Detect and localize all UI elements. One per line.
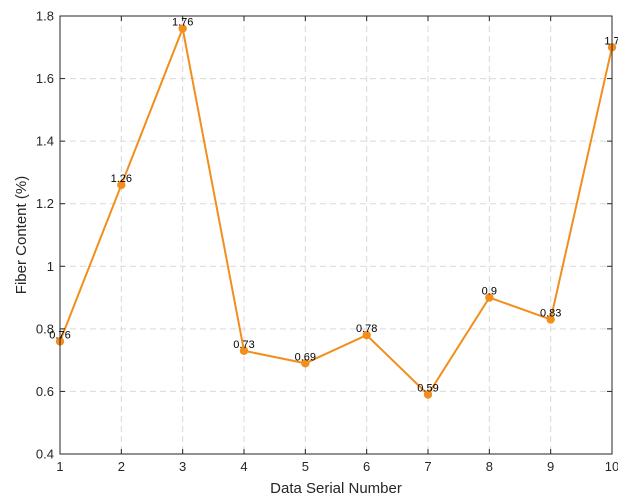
data-point (178, 24, 187, 33)
data-label: 0.83 (540, 307, 561, 319)
data-point (117, 180, 126, 190)
x-tick-label: 4 (240, 459, 247, 474)
x-tick-label: 10 (605, 459, 618, 474)
data-label: 0.59 (417, 383, 438, 395)
x-tick-label: 6 (363, 459, 370, 474)
data-label: 1.7 (604, 35, 618, 47)
y-tick-label: 0.4 (36, 447, 54, 462)
data-label: 0.78 (356, 323, 377, 335)
y-tick-label: 1.4 (36, 134, 54, 149)
y-axis-title: Fiber Content (%) (13, 176, 30, 294)
x-tick-label: 8 (486, 459, 493, 474)
axes-box (59, 15, 613, 455)
data-label: 0.76 (49, 329, 70, 341)
data-point (239, 346, 249, 355)
y-tick-label: 1.2 (36, 196, 54, 211)
data-point (546, 315, 555, 324)
axes (59, 15, 613, 455)
data-label: 1.76 (172, 17, 193, 29)
y-tick-label: 1.8 (36, 9, 54, 24)
y-tick-label: 1 (47, 259, 54, 274)
series-line-layer (55, 24, 617, 399)
x-tick-label: 7 (424, 459, 431, 474)
data-point (362, 330, 371, 340)
tick-labels: 0.4 0.6 0.8 1 1.2 1.4 1.6 1.8 1 2 3 4 5 6 7 8 9 10 (36, 9, 618, 475)
x-tick-label: 1 (56, 459, 63, 474)
data-point (301, 359, 310, 368)
x-tick-label: 2 (118, 459, 125, 474)
y-tick-label: 1.6 (36, 71, 54, 86)
x-tick-label: 3 (179, 459, 186, 474)
data-label: 0.69 (295, 351, 316, 363)
series-line (59, 24, 613, 397)
data-label: 1.26 (111, 173, 132, 185)
data-label: 0.73 (233, 339, 254, 351)
data-labels: 0.76 1.26 1.76 0.73 0.69 0.78 0.59 0.9 0.83 1.7 (49, 17, 618, 395)
x-tick-label: 9 (547, 459, 554, 474)
x-axis-title: Data Serial Number (270, 480, 402, 497)
data-label: 0.9 (482, 286, 497, 298)
x-tick-label: 5 (302, 459, 309, 474)
y-tick-label: 0.6 (36, 384, 54, 399)
data-point (423, 390, 433, 399)
data-point (485, 293, 494, 302)
y-tick-label: 0.8 (36, 321, 54, 336)
grid (59, 15, 613, 455)
